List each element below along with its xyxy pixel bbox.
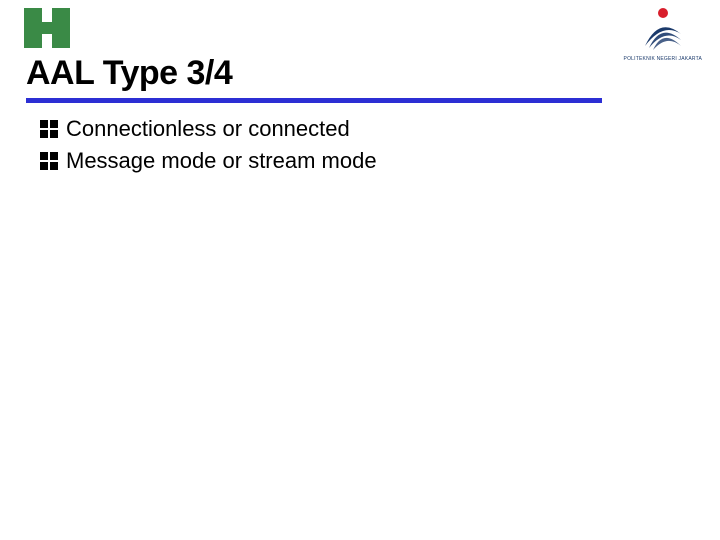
logo-h-icon bbox=[24, 8, 70, 53]
bullet-list: Connectionless or connected Message mode… bbox=[40, 116, 680, 180]
bullet-icon bbox=[40, 120, 58, 138]
list-item: Message mode or stream mode bbox=[40, 148, 680, 174]
bullet-text: Message mode or stream mode bbox=[66, 148, 377, 174]
list-item: Connectionless or connected bbox=[40, 116, 680, 142]
bullet-text: Connectionless or connected bbox=[66, 116, 350, 142]
slide-title: AAL Type 3/4 bbox=[26, 54, 232, 93]
title-underline bbox=[26, 98, 602, 103]
logo-institution-icon: POLITEKNIK NEGERI JAKARTA bbox=[624, 8, 702, 63]
bullet-icon bbox=[40, 152, 58, 170]
logo-caption: POLITEKNIK NEGERI JAKARTA bbox=[624, 57, 702, 63]
slide: POLITEKNIK NEGERI JAKARTA AAL Type 3/4 C… bbox=[0, 0, 720, 540]
